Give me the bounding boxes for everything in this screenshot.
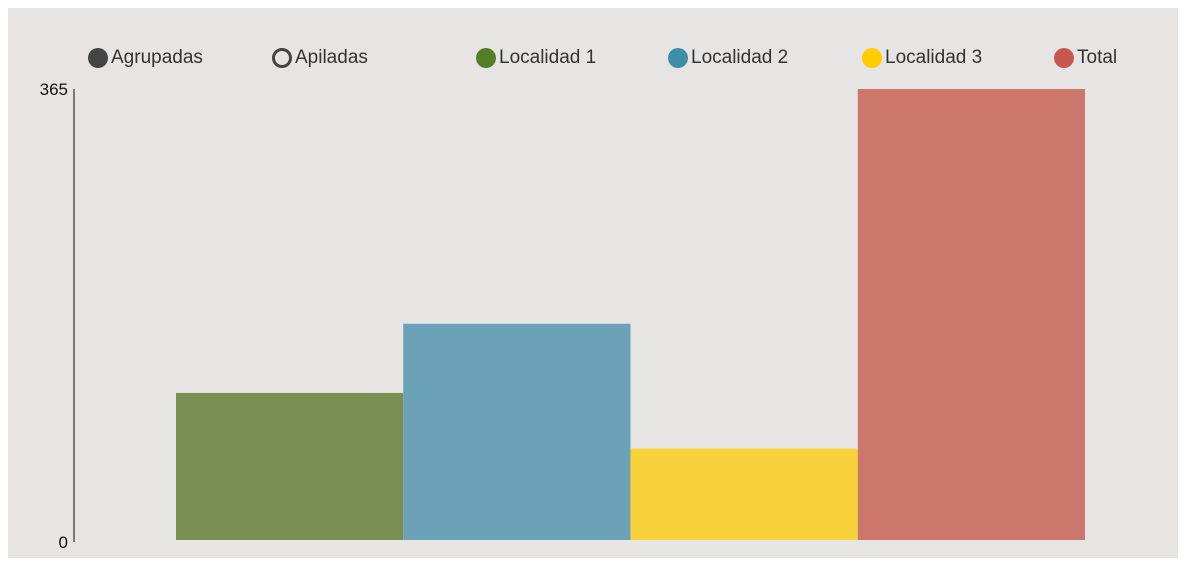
bar-localidad-3[interactable] [630,448,858,540]
y-tick-label-zero: 0 [59,533,68,552]
legend-label: Localidad 3 [885,47,983,68]
filled-circle-icon [88,48,108,68]
legend-swatch-icon [862,48,882,68]
bar-localidad-1[interactable] [176,392,404,540]
legend-label: Localidad 2 [691,47,789,68]
stacked-toggle[interactable]: Apiladas [272,46,368,70]
legend-label: Total [1077,47,1118,68]
bar-localidad-2[interactable] [403,323,631,540]
legend-swatch-icon [476,48,496,68]
y-tick-label-max: 365 [40,80,68,99]
legend-item-localidad-3[interactable]: Localidad 3 [862,46,982,70]
grouped-toggle[interactable]: Agrupadas [88,46,203,70]
bar-total[interactable] [857,89,1085,540]
legend-label: Localidad 1 [499,47,597,68]
legend-swatch-icon [668,48,688,68]
legend-item-localidad-2[interactable]: Localidad 2 [668,46,788,70]
bar-group [176,89,1085,540]
legend-item-total[interactable]: Total [1054,46,1117,70]
legend-swatch-icon [1054,48,1074,68]
empty-circle-icon [272,48,292,68]
grouped-label: Agrupadas [111,47,203,68]
legend-item-localidad-1[interactable]: Localidad 1 [476,46,596,70]
stacked-label: Apiladas [295,47,368,68]
